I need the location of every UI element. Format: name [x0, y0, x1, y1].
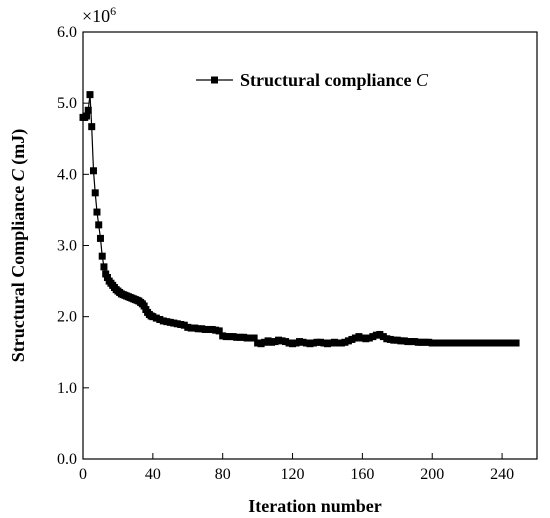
data-point — [86, 91, 94, 99]
y-tick-label: 6.0 — [57, 24, 77, 41]
y-multiplier-exponent: 6 — [110, 4, 116, 18]
data-point — [89, 167, 97, 175]
data-point — [102, 270, 110, 278]
legend-label-name: Structural compliance — [240, 70, 416, 90]
data-point — [91, 189, 99, 197]
y-tick-label: 2.0 — [57, 309, 77, 326]
legend-marker — [211, 76, 218, 84]
x-tick-label: 120 — [281, 466, 305, 483]
x-tick-label: 160 — [350, 466, 374, 483]
y-multiplier-base: ×10 — [82, 6, 110, 26]
axes: 0.0 1.0 2.0 3.0 4.0 5.0 6.0 0 40 80 120 160 200 240 It… — [8, 4, 538, 516]
data-point — [93, 208, 101, 216]
data-point — [95, 221, 103, 229]
y-tick-label: 0.0 — [57, 451, 77, 468]
data-point — [250, 334, 258, 342]
data-point — [215, 327, 223, 335]
data-point — [103, 274, 111, 282]
y-tick-label: 5.0 — [57, 95, 77, 112]
y-axis-title: Structural Compliance C (mJ) — [8, 129, 29, 362]
data-point — [84, 106, 92, 114]
data-point — [100, 263, 108, 271]
plot-area — [79, 91, 520, 348]
data-point — [140, 302, 148, 310]
data-point — [82, 112, 90, 120]
legend: Structural compliance C — [196, 70, 429, 90]
y-axis-title-var: C — [8, 168, 28, 181]
x-tick-label: 80 — [215, 466, 231, 483]
x-tick-label: 0 — [79, 466, 87, 483]
plot-frame — [82, 31, 538, 460]
x-tick-label: 40 — [145, 466, 161, 483]
y-axis-title-prefix: Structural Compliance — [8, 181, 28, 362]
x-axis-title: Iteration number — [248, 496, 382, 516]
data-point — [98, 252, 106, 260]
x-tick-label: 240 — [490, 466, 514, 483]
y-multiplier: ×106 — [82, 4, 116, 26]
legend-label-var: C — [416, 70, 429, 90]
x-tick-label: 200 — [420, 466, 444, 483]
data-point — [96, 234, 104, 242]
data-point — [512, 339, 520, 347]
legend-label: Structural compliance C — [240, 70, 429, 90]
y-tick-label: 4.0 — [57, 166, 77, 183]
y-tick-label: 3.0 — [57, 238, 77, 255]
y-axis-title-suffix: (mJ) — [8, 129, 29, 169]
y-tick-label: 1.0 — [57, 380, 77, 397]
data-point — [88, 123, 96, 131]
